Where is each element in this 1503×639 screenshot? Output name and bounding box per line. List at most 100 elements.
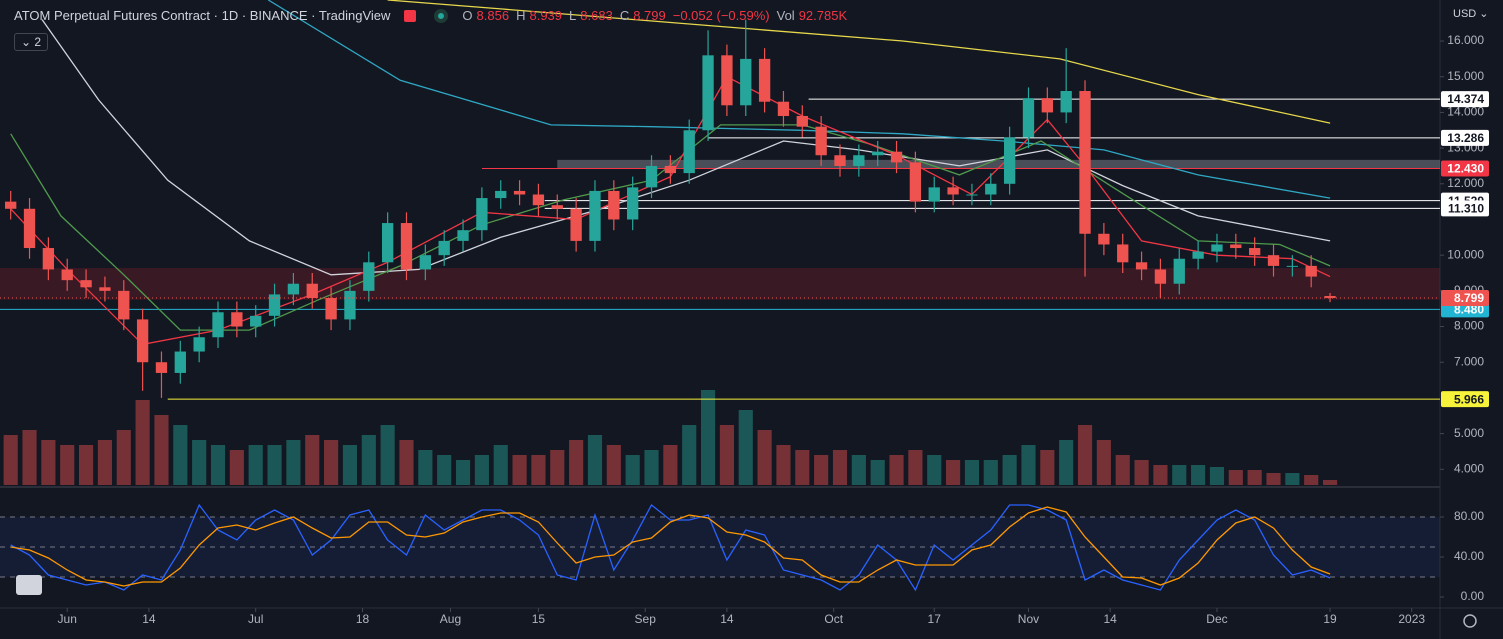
candle-body [1230, 244, 1242, 249]
volume-bar [1059, 440, 1074, 485]
volume-bar [342, 445, 358, 485]
volume-bar [908, 450, 923, 485]
candle-body [928, 187, 940, 202]
x-tick-label: Aug [440, 612, 461, 626]
volume-bar [1209, 467, 1225, 485]
y-tick-label: 16.000 [1447, 33, 1484, 47]
candle-body [1267, 255, 1280, 266]
candle-body [1192, 251, 1204, 259]
stoch-line [10, 506, 1331, 587]
y-tick-label: 14.000 [1447, 105, 1484, 119]
volume-bar [889, 455, 904, 485]
level-label-bg [1441, 91, 1489, 108]
volume-bar [569, 440, 584, 485]
candle-body [381, 223, 394, 263]
candle-body [627, 187, 639, 220]
level-label: 5.966 [1454, 392, 1484, 406]
candle-body [1098, 233, 1110, 245]
volume-label: Vol [776, 8, 795, 23]
candle-body [495, 190, 507, 199]
x-tick-label: 19 [1323, 612, 1337, 626]
stoch-y-tick-label: 80.00 [1454, 509, 1484, 523]
chart-title: ATOM Perpetual Futures Contract · 1D · B… [14, 8, 391, 23]
level-label: 11.310 [1448, 202, 1484, 216]
volume-bar [437, 455, 452, 485]
x-tick-label: 14 [142, 612, 156, 626]
candle-body [155, 362, 168, 373]
volume-bar [776, 445, 791, 485]
open-label: O [462, 8, 473, 23]
collapse-indicators[interactable]: ⌄ 2 [14, 33, 49, 51]
currency[interactable]: USD ⌄ [1453, 8, 1489, 20]
candle-body [419, 255, 431, 270]
volume-bar [682, 425, 697, 485]
candle-body [758, 58, 771, 102]
volume-bar [60, 445, 75, 485]
candle-body [1079, 91, 1091, 234]
x-tick-label: Sep [635, 612, 657, 626]
candle-body [890, 151, 903, 163]
candle-body [683, 130, 695, 174]
candle-body [118, 290, 130, 320]
candle-body [645, 165, 658, 188]
candle-body [608, 190, 620, 220]
candle-body [1324, 295, 1336, 299]
open-value: 8.856 [476, 8, 510, 23]
candle-body [174, 351, 186, 373]
candle-body [1060, 91, 1072, 113]
level-label: 14.374 [1447, 92, 1484, 106]
stoch-y-tick-label: 40.00 [1454, 549, 1484, 563]
currency-label: USD [1453, 8, 1477, 20]
candle-body [287, 283, 300, 295]
volume-bar [229, 450, 244, 485]
candle-body [268, 294, 281, 316]
volume-bar [700, 390, 716, 485]
candle-body [872, 151, 884, 156]
candle-body [570, 208, 582, 241]
color-icon[interactable] [404, 9, 417, 22]
candle-body [985, 183, 997, 195]
candle-body [589, 190, 601, 241]
candle-body [1041, 98, 1053, 113]
candle-body [250, 315, 262, 327]
volume-bar [644, 450, 659, 485]
volume-bar [1153, 465, 1168, 485]
candle-body [966, 194, 978, 196]
volume-bar [927, 455, 942, 485]
volume-bar [832, 450, 848, 485]
volume-bar [22, 430, 37, 485]
low-label: L [569, 8, 577, 23]
volume-bar [1247, 470, 1262, 485]
settings-icon[interactable] [1463, 614, 1477, 628]
y-tick-label: 15.000 [1447, 69, 1484, 83]
volume-bar [135, 400, 150, 485]
y-tick-label: 8.000 [1454, 319, 1484, 333]
candle-body [1211, 244, 1223, 252]
x-tick-label: 14 [720, 612, 734, 626]
volume-bar [248, 445, 263, 485]
volume-bar [512, 455, 527, 485]
volume-bar [116, 430, 131, 485]
volume-bar [719, 425, 734, 485]
candle-body [551, 205, 563, 209]
candle-body [1249, 248, 1261, 256]
high-value: 8.939 [529, 8, 563, 23]
x-tick-label: 14 [1103, 612, 1117, 626]
low-value: 8.683 [580, 8, 613, 23]
candle-body [212, 312, 224, 338]
volume-bar [286, 440, 301, 485]
candle-body [721, 55, 733, 106]
volume-bar [814, 455, 829, 485]
candle-body [1022, 98, 1035, 138]
high-label: H [516, 8, 526, 23]
level-label: 13.286 [1447, 131, 1484, 145]
volume-bar [795, 450, 810, 485]
candle-body [99, 287, 111, 291]
volume-bar [870, 460, 885, 485]
candle-body [1003, 137, 1016, 184]
candle-body [61, 269, 73, 281]
volume-bar [1040, 450, 1055, 485]
volume-bar [79, 445, 94, 485]
volume-bar [550, 450, 565, 485]
